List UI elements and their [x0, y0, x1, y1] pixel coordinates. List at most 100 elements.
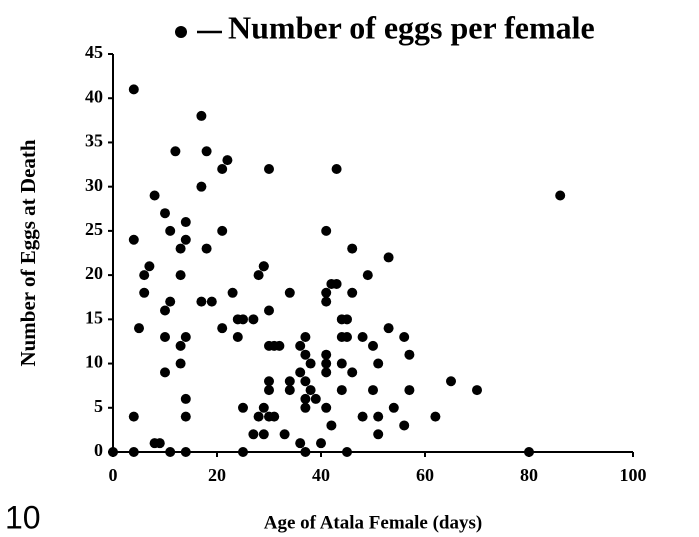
- x-tick-label: 40: [312, 465, 330, 485]
- point: [326, 420, 337, 431]
- point: [160, 367, 170, 378]
- point: [472, 385, 482, 396]
- point: [232, 332, 243, 343]
- y-tick-label: 15: [85, 307, 103, 327]
- point: [331, 278, 342, 289]
- point: [321, 367, 332, 378]
- y-tick-label: 20: [85, 263, 103, 283]
- point: [404, 385, 415, 396]
- point: [264, 163, 274, 174]
- x-tick-label: 100: [620, 465, 647, 485]
- point: [399, 420, 410, 431]
- point: [446, 376, 456, 387]
- y-tick-label: 10: [85, 352, 103, 372]
- point: [373, 411, 384, 422]
- point: [175, 340, 186, 351]
- point: [128, 234, 139, 245]
- point: [373, 358, 384, 369]
- point: [253, 270, 264, 281]
- point: [165, 447, 176, 457]
- point: [165, 225, 176, 236]
- point: [347, 367, 358, 378]
- point: [165, 296, 176, 307]
- point: [300, 393, 311, 404]
- point: [180, 332, 191, 343]
- point: [128, 84, 139, 95]
- point: [253, 411, 264, 422]
- point: [144, 261, 155, 272]
- point: [264, 305, 274, 316]
- point: [238, 447, 248, 457]
- point: [305, 358, 316, 369]
- point: [180, 447, 191, 457]
- point: [160, 332, 170, 343]
- point: [404, 349, 415, 360]
- point: [300, 349, 311, 360]
- point: [139, 287, 150, 298]
- point: [222, 155, 233, 166]
- y-axis-label: Number of Eggs at Death: [16, 139, 40, 366]
- point: [331, 163, 342, 174]
- point: [264, 376, 274, 387]
- y-tick-label: 25: [85, 219, 103, 239]
- x-tick-label: 60: [416, 465, 434, 485]
- point: [321, 402, 332, 413]
- x-tick-label: 80: [520, 465, 538, 485]
- point: [284, 376, 295, 387]
- y-tick-label: 35: [85, 131, 103, 151]
- point: [295, 340, 306, 351]
- point: [383, 252, 394, 263]
- point: [175, 243, 186, 254]
- x-axis-label: Age of Atala Female (days): [264, 512, 482, 533]
- point: [264, 385, 274, 396]
- point: [342, 314, 352, 325]
- point: [347, 243, 358, 254]
- point: [336, 385, 347, 396]
- point: [154, 438, 165, 449]
- point: [139, 270, 150, 281]
- point: [180, 217, 191, 228]
- point: [180, 411, 191, 422]
- point: [248, 429, 259, 440]
- point: [238, 402, 248, 413]
- point: [180, 393, 191, 404]
- y-tick-label: 30: [85, 175, 103, 195]
- point: [201, 243, 212, 254]
- x-tick-label: 0: [109, 465, 118, 485]
- point: [321, 349, 332, 360]
- point: [295, 438, 306, 449]
- point: [134, 323, 144, 334]
- point: [128, 447, 139, 457]
- point: [300, 332, 311, 343]
- point: [180, 234, 191, 245]
- y-tick-label: 45: [85, 42, 103, 62]
- point: [305, 385, 316, 396]
- point: [321, 225, 332, 236]
- point: [321, 287, 332, 298]
- point: [248, 314, 259, 325]
- point: [258, 429, 269, 440]
- point: [347, 287, 358, 298]
- point: [388, 402, 399, 413]
- point: [170, 146, 181, 157]
- point: [300, 402, 311, 413]
- point: [342, 447, 352, 457]
- point: [300, 376, 311, 387]
- point: [217, 225, 228, 236]
- point: [300, 447, 311, 457]
- point: [128, 411, 139, 422]
- point: [149, 190, 160, 201]
- y-tick-label: 0: [94, 440, 103, 460]
- point: [238, 314, 248, 325]
- point: [227, 287, 238, 298]
- point: [201, 146, 212, 157]
- point: [310, 393, 321, 404]
- point: [258, 402, 269, 413]
- point: [258, 261, 269, 272]
- point: [196, 181, 207, 192]
- point: [196, 296, 207, 307]
- point: [321, 358, 332, 369]
- point: [284, 287, 295, 298]
- point: [160, 305, 170, 316]
- point: [108, 447, 118, 457]
